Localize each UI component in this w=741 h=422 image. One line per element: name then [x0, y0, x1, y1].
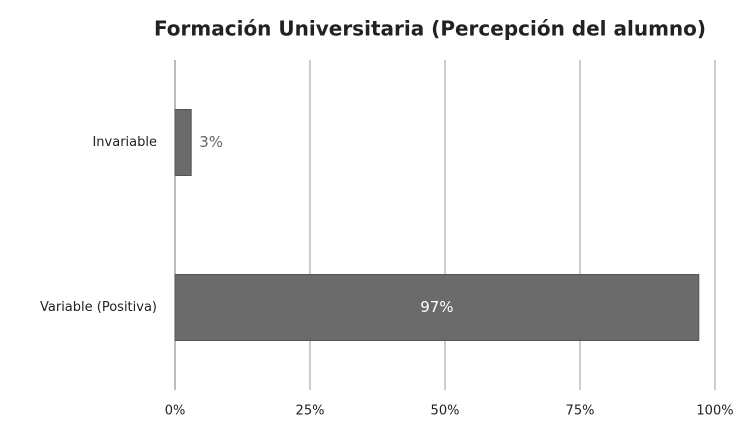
x-tick-label: 100%: [696, 404, 733, 419]
x-tick-label: 50%: [431, 404, 460, 419]
bar: [174, 274, 700, 341]
y-tick-label: Variable (Positiva): [40, 300, 157, 315]
chart-title: Formación Universitaria (Percepción del …: [154, 17, 706, 41]
x-tick-label: 25%: [296, 404, 325, 419]
value-label: 97%: [420, 298, 453, 316]
x-tick-label: 0%: [165, 404, 186, 419]
bar: [174, 109, 192, 176]
x-tick-label: 75%: [566, 404, 595, 419]
y-tick-label: Invariable: [92, 135, 157, 150]
value-label: 3%: [199, 133, 223, 151]
